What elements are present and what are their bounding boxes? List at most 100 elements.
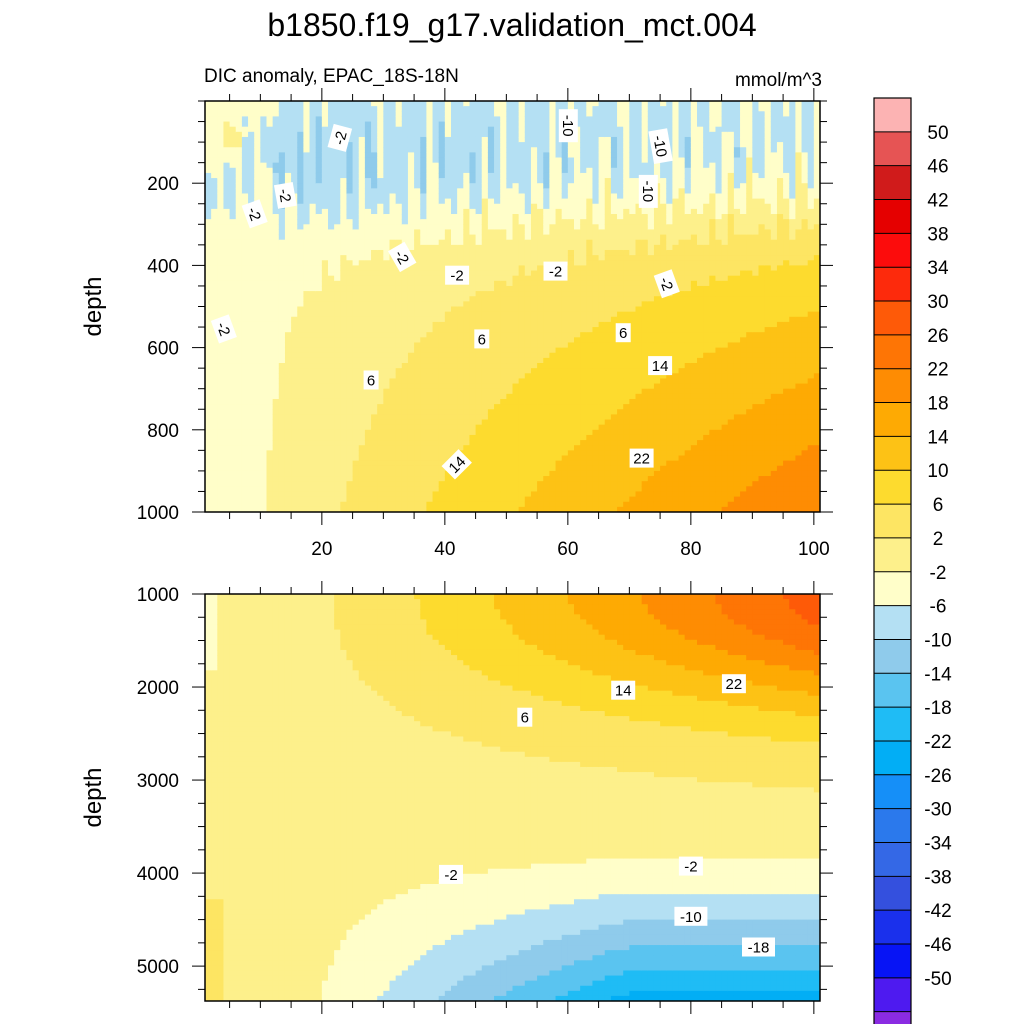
contour-cell <box>334 465 341 472</box>
contour-cell <box>395 429 403 436</box>
contour-cell <box>260 275 268 282</box>
contour-cell <box>389 229 397 236</box>
contour-cell <box>438 234 446 241</box>
contour-cell <box>543 116 550 123</box>
contour-cell <box>580 265 587 272</box>
contour-cell <box>487 229 495 236</box>
contour-cell <box>321 337 329 344</box>
contour-cell <box>574 476 581 482</box>
contour-cell <box>328 465 335 472</box>
contour-cell <box>389 424 397 431</box>
contour-cell <box>272 481 280 487</box>
contour-cell <box>254 121 261 128</box>
contour-cell <box>530 296 538 302</box>
contour-cell <box>469 506 477 512</box>
contour-cell <box>291 239 298 246</box>
contour-cell <box>494 496 501 503</box>
contour-cell <box>364 270 372 277</box>
contour-cell <box>438 481 446 487</box>
contour-cell <box>451 101 458 107</box>
contour-cell <box>248 368 255 374</box>
contour-cell <box>297 106 304 112</box>
contour-cell <box>506 255 514 261</box>
contour-cell <box>438 249 446 256</box>
contour-cell <box>549 255 557 261</box>
contour-cell <box>432 183 440 189</box>
contour-cell <box>334 450 341 457</box>
contour-cell <box>248 111 255 118</box>
contour-cell <box>395 363 403 369</box>
contour-cell <box>303 481 311 487</box>
contour-cell <box>469 188 477 195</box>
contour-cell <box>346 214 354 220</box>
contour-cell <box>574 445 581 451</box>
contour-cell <box>574 332 581 338</box>
contour-cell <box>487 147 495 153</box>
contour-cell <box>432 121 440 128</box>
contour-cell <box>469 101 477 107</box>
contour-cell <box>340 501 348 508</box>
contour-cell <box>303 136 311 143</box>
contour-cell <box>457 219 464 225</box>
contour-cell <box>414 219 421 225</box>
contour-cell <box>530 409 538 415</box>
contour-cell <box>500 116 507 123</box>
contour-cell <box>364 496 372 503</box>
contour-cell <box>506 332 514 338</box>
contour-cell <box>346 424 354 431</box>
contour-cell <box>451 424 458 431</box>
contour-cell <box>414 229 421 236</box>
contour-cell <box>211 311 218 318</box>
contour-cell <box>549 321 557 328</box>
contour-cell <box>530 167 538 174</box>
contour-cell <box>555 291 563 297</box>
contour-cell <box>315 188 323 195</box>
contour-cell <box>494 476 501 482</box>
contour-cell <box>487 357 495 364</box>
contour-cell <box>426 285 434 292</box>
contour-cell <box>432 321 440 328</box>
contour-cell <box>383 501 391 508</box>
contour-cell <box>389 465 397 472</box>
contour-cell <box>469 342 477 349</box>
contour-cell <box>340 306 348 313</box>
contour-cell <box>506 234 514 241</box>
contour-cell <box>451 352 458 359</box>
contour-cell <box>518 450 526 457</box>
contour-cell <box>352 363 360 369</box>
contour-cell <box>574 491 581 498</box>
contour-cell <box>297 126 304 133</box>
contour-cell <box>389 301 397 308</box>
contour-cell <box>512 424 520 431</box>
contour-cell <box>524 357 532 364</box>
contour-cell <box>451 450 458 457</box>
contour-cell <box>500 239 507 246</box>
contour-cell <box>352 424 360 431</box>
contour-cell <box>260 106 268 112</box>
contour-cell <box>567 183 575 189</box>
contour-cell <box>235 152 243 159</box>
contour-cell <box>500 347 507 354</box>
contour-cell <box>254 147 261 153</box>
contour-cell <box>512 414 520 421</box>
contour-cell <box>420 234 427 241</box>
contour-cell <box>537 106 544 112</box>
contour-cell <box>340 419 348 426</box>
contour-cell <box>580 147 587 153</box>
contour-cell <box>272 342 280 349</box>
contour-cell <box>518 249 526 256</box>
contour-cell <box>444 101 452 107</box>
contour-cell <box>377 198 384 205</box>
contour-cell <box>272 347 280 354</box>
contour-cell <box>506 337 514 344</box>
contour-cell <box>205 506 212 512</box>
contour-cell <box>438 260 446 266</box>
contour-cell <box>205 368 212 374</box>
contour-cell <box>334 445 341 451</box>
contour-cell <box>469 501 477 508</box>
contour-cell <box>420 409 427 415</box>
contour-cell <box>457 306 464 313</box>
contour-cell <box>315 455 323 462</box>
contour-cell <box>500 337 507 344</box>
contour-cell <box>383 106 391 112</box>
